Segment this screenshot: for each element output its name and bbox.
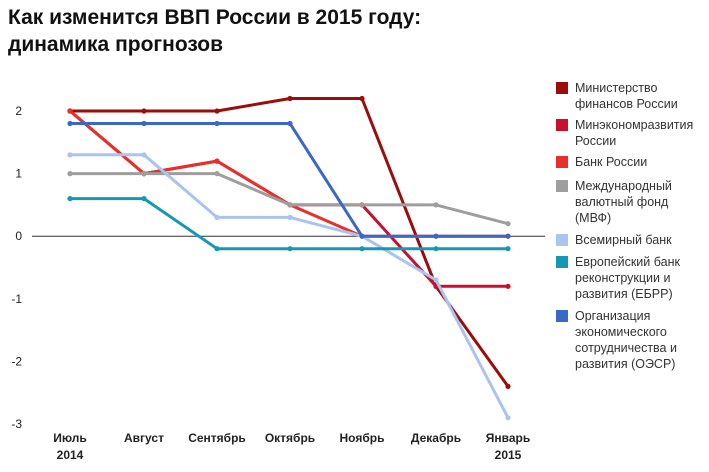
series-0-point-4 [359, 95, 365, 102]
series-6-point-0 [67, 120, 73, 127]
series-5-point-1 [141, 196, 147, 202]
x-tick-label-4: Ноябрь [340, 431, 385, 445]
legend-swatch-0 [556, 82, 568, 94]
series-5-point-6 [505, 246, 511, 252]
y-tick-label-1: 1 [15, 167, 22, 181]
series-2-point-2 [214, 158, 220, 164]
legend-label-5: Европейский банк реконструкции и развити… [575, 255, 680, 301]
legend-swatch-6 [556, 310, 568, 322]
x-tick-label-1: Август [124, 431, 164, 445]
series-5-point-4 [359, 246, 365, 252]
x-tick-sublabel-0: 2014 [57, 448, 84, 462]
legend-label-4: Всемирный банк [575, 233, 672, 247]
legend-swatch-3 [556, 180, 568, 192]
x-tick-sublabel-6: 2015 [495, 448, 522, 462]
series-4-point-0 [67, 152, 73, 158]
chart-title-line-2: динамика прогнозов [8, 33, 224, 56]
series-3-point-4 [359, 202, 365, 208]
y-tick-label-5: -3 [11, 417, 22, 431]
series-4-point-6 [505, 415, 511, 421]
series-3-point-3 [287, 202, 293, 208]
x-tick-label-3: Октябрь [265, 431, 315, 445]
legend-label-2: Банк России [575, 155, 648, 169]
y-tick-label-4: -2 [11, 354, 22, 368]
series-0-point-3 [287, 95, 293, 102]
series-3-point-0 [67, 171, 73, 177]
series-4-point-3 [287, 214, 293, 220]
x-tick-label-0: Июль [53, 431, 87, 445]
chart-title: Как изменится ВВП России в 2015 году: ди… [8, 4, 528, 58]
legend-label-6: Организация экономического сотрудничеств… [575, 309, 677, 371]
series-6-point-2 [214, 120, 220, 127]
series-5-point-0 [67, 196, 73, 202]
legend-label-1: Минэкономразвития России [575, 118, 694, 148]
legend-swatch-2 [556, 156, 568, 168]
series-0-point-6 [505, 383, 511, 389]
series-6-point-5 [433, 233, 439, 239]
series-5-point-5 [433, 246, 439, 252]
series-6-point-3 [287, 120, 293, 127]
series-3-point-1 [141, 171, 147, 177]
series-line-0 [68, 97, 510, 388]
series-4-point-5 [433, 277, 439, 283]
series-6-point-4 [359, 233, 365, 239]
legend-swatch-4 [556, 234, 568, 246]
x-tick-label-5: Декабрь [411, 431, 461, 445]
x-tick-label-6: Январь [486, 431, 530, 445]
series-0-point-2 [214, 108, 220, 114]
legend-label-0: Министерство финансов России [575, 81, 678, 111]
series-2-point-0 [67, 108, 73, 114]
x-tick-label-2: Сентябрь [188, 431, 246, 445]
series-6-point-6 [505, 233, 511, 239]
series-5-point-2 [214, 246, 220, 252]
series-4-point-1 [141, 152, 147, 158]
legend-label-3: Международный валютный фонд (МВФ) [575, 179, 672, 225]
y-tick-label-3: -1 [11, 292, 22, 306]
series-4-point-2 [214, 214, 220, 220]
y-tick-label-2: 0 [15, 229, 22, 243]
series-3-point-2 [214, 171, 220, 177]
series-3-point-6 [505, 221, 511, 227]
series-3-point-5 [433, 202, 439, 208]
series-6-point-1 [141, 120, 147, 127]
series-1-point-6 [505, 283, 511, 289]
legend-swatch-5 [556, 256, 568, 268]
legend-swatch-1 [556, 119, 568, 131]
chart-title-line-1: Как изменится ВВП России в 2015 году: [8, 6, 422, 29]
series-0-point-1 [141, 108, 147, 114]
y-tick-label-0: 2 [15, 104, 22, 118]
series-5-point-3 [287, 246, 293, 252]
